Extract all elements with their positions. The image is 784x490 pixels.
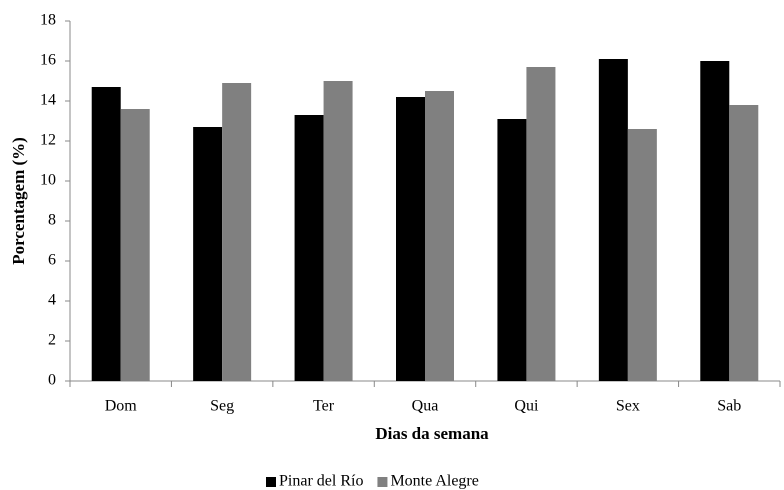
bar xyxy=(396,97,425,381)
bar xyxy=(627,129,657,381)
x-tick-label: Qua xyxy=(412,398,439,415)
x-tick-label: Ter xyxy=(313,398,335,415)
y-tick-label: 2 xyxy=(48,332,56,349)
y-tick-label: 16 xyxy=(40,52,56,69)
y-tick-label: 4 xyxy=(48,292,56,309)
legend-label: Monte Alegre xyxy=(390,473,478,490)
bar xyxy=(425,91,454,381)
legend-swatch xyxy=(266,477,276,487)
bar xyxy=(222,83,252,381)
bar xyxy=(526,67,556,381)
bar xyxy=(193,127,223,381)
legend-label: Pinar del Río xyxy=(279,473,363,490)
bar xyxy=(323,81,353,381)
bar xyxy=(700,61,730,381)
x-tick-label: Sex xyxy=(616,398,640,415)
y-tick-label: 18 xyxy=(40,12,56,29)
y-axis-title: Porcentagem (%) xyxy=(9,137,28,265)
bar xyxy=(497,119,527,381)
x-tick-label: Qui xyxy=(514,398,539,415)
x-tick-label: Seg xyxy=(210,398,234,415)
y-tick-label: 0 xyxy=(48,372,56,389)
x-axis-title: Dias da semana xyxy=(375,424,489,443)
y-tick-label: 10 xyxy=(40,172,56,189)
bar xyxy=(91,87,121,381)
y-tick-label: 12 xyxy=(40,132,56,149)
y-tick-label: 14 xyxy=(40,92,56,109)
y-tick-label: 6 xyxy=(48,252,56,269)
legend-swatch xyxy=(377,477,388,487)
y-tick-label: 8 xyxy=(48,212,56,229)
x-tick-label: Dom xyxy=(105,398,138,415)
bar xyxy=(598,59,628,381)
bar xyxy=(294,115,324,381)
bar xyxy=(729,105,759,381)
x-tick-label: Sab xyxy=(717,398,741,415)
bar xyxy=(120,109,150,381)
